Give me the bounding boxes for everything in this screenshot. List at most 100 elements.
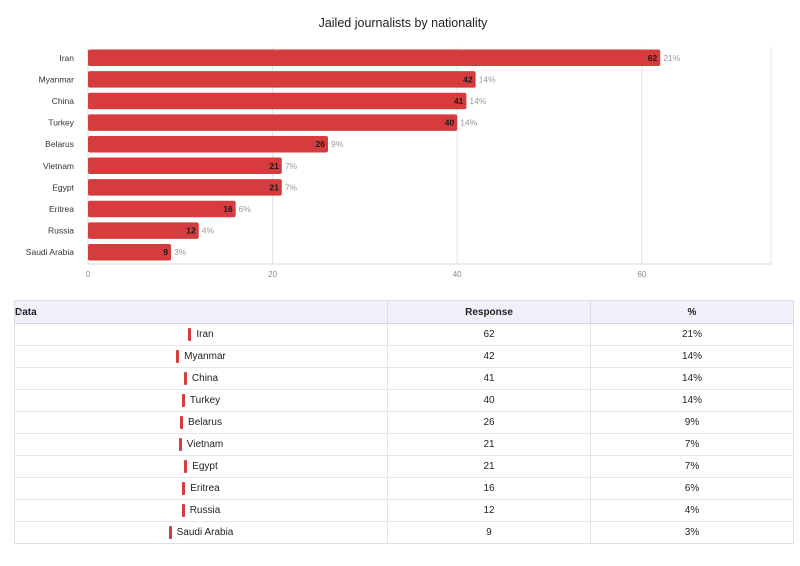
response-cell: 42 [387, 345, 591, 368]
series-color-swatch [180, 416, 184, 429]
response-cell: 40 [387, 389, 591, 412]
x-tick-label: 0 [86, 270, 91, 279]
row-label: Iran [196, 329, 214, 340]
row-label-cell: Egypt [15, 455, 388, 478]
row-label-cell: Myanmar [15, 345, 388, 368]
bar[interactable] [88, 243, 172, 261]
row-label-cell: Belarus [15, 411, 388, 434]
row-label-cell: Russia [15, 499, 388, 522]
bar[interactable] [88, 157, 282, 175]
percent-cell: 7% [590, 455, 793, 478]
response-cell: 9 [387, 521, 591, 543]
chart-labels: 0 20 40 60 Iran 62 21% Myanmar 42 14% China 41 14% Tu… [26, 53, 681, 279]
row-label: Turkey [189, 395, 221, 406]
row-label-cell: China [15, 367, 388, 390]
bar-value-label: 40 [445, 118, 455, 128]
bar-value-label: 26 [316, 139, 326, 149]
table-row[interactable]: Egypt 21 7% [15, 455, 793, 478]
percent-cell: 21% [590, 323, 793, 346]
bar-percent-label: 7% [285, 161, 298, 171]
response-cell: 21 [387, 455, 591, 478]
category-label: Vietnam [43, 161, 74, 171]
column-header-data-label: Data [15, 306, 37, 318]
bar-value-label: 21 [269, 161, 279, 171]
row-label-cell: Eritrea [15, 477, 388, 500]
category-label: China [52, 96, 74, 106]
row-label-cell: Vietnam [15, 433, 388, 456]
table-row[interactable]: Eritrea 16 6% [15, 477, 793, 500]
bar-percent-label: 6% [239, 204, 252, 214]
category-label: Saudi Arabia [26, 247, 74, 257]
percent-cell: 14% [590, 345, 793, 368]
percent-cell: 6% [590, 477, 793, 500]
table-row[interactable]: Saudi Arabia 9 3% [15, 521, 793, 543]
category-label: Iran [59, 53, 74, 63]
series-color-swatch [181, 504, 185, 517]
percent-cell: 14% [590, 367, 793, 390]
bar[interactable] [88, 92, 467, 110]
series-color-swatch [184, 460, 188, 473]
chart-bars [88, 49, 661, 261]
series-color-swatch [181, 394, 185, 407]
table-row[interactable]: China 41 14% [15, 367, 793, 390]
row-label-cell: Saudi Arabia [15, 521, 388, 543]
table-row[interactable]: Russia 12 4% [15, 499, 793, 522]
column-header-response[interactable]: Response [387, 301, 591, 324]
bar-value-label: 41 [454, 96, 464, 106]
bar-value-label: 21 [269, 182, 279, 192]
bar[interactable] [88, 49, 661, 67]
table-row[interactable]: Turkey 40 14% [15, 389, 793, 412]
series-color-swatch [188, 328, 192, 341]
table-row[interactable]: Iran 62 21% [15, 323, 793, 346]
bar-percent-label: 9% [331, 139, 344, 149]
row-label: Russia [189, 505, 221, 516]
column-header-data[interactable]: Data [15, 301, 388, 324]
bar-percent-label: 14% [460, 118, 477, 128]
category-label: Russia [48, 226, 74, 236]
row-label: Myanmar [184, 351, 226, 362]
bar-percent-label: 21% [663, 53, 680, 63]
bar[interactable] [88, 200, 236, 218]
column-header-percent[interactable]: % [590, 301, 793, 324]
table-row[interactable]: Myanmar 42 14% [15, 345, 793, 368]
bar[interactable] [88, 135, 328, 153]
bar[interactable] [88, 179, 282, 196]
table-row[interactable]: Belarus 26 9% [15, 411, 793, 434]
row-label-cell: Turkey [15, 389, 388, 412]
bar-percent-label: 14% [469, 96, 486, 106]
category-label: Belarus [45, 139, 74, 149]
response-cell: 21 [387, 433, 591, 456]
row-label-cell: Iran [15, 323, 388, 346]
bar-value-label: 42 [463, 74, 473, 84]
bar-value-label: 16 [223, 204, 233, 214]
category-label: Egypt [52, 182, 74, 192]
category-label: Turkey [48, 118, 74, 128]
series-color-swatch [178, 438, 182, 451]
series-color-swatch [182, 482, 186, 495]
response-cell: 16 [387, 477, 591, 500]
data-table-container: Data Response % Iran 62 21% Myanmar 42 14% Chi… [14, 300, 794, 544]
table-body: Iran 62 21% Myanmar 42 14% China 41 14% Turkey 40 1… [15, 323, 793, 543]
bar[interactable] [88, 222, 199, 239]
bar-chart: 0 20 40 60 Iran 62 21% Myanmar 42 14% China 41 14% Tu… [26, 47, 772, 279]
response-cell: 26 [387, 411, 591, 434]
percent-cell: 14% [590, 389, 793, 412]
table-row[interactable]: Vietnam 21 7% [15, 433, 793, 456]
sort-indicator-icon [19, 311, 22, 314]
bar[interactable] [88, 71, 476, 88]
series-color-swatch [176, 350, 180, 363]
response-cell: 41 [387, 367, 591, 390]
x-tick-label: 40 [453, 270, 462, 279]
bar-percent-label: 7% [285, 182, 298, 192]
chart-title: Jailed journalists by nationality [318, 16, 488, 30]
series-color-swatch [183, 372, 187, 385]
row-label: Saudi Arabia [176, 527, 234, 538]
x-tick-label: 60 [637, 270, 646, 279]
bar[interactable] [88, 114, 458, 131]
response-cell: 12 [387, 499, 591, 522]
category-label: Eritrea [49, 204, 74, 214]
percent-cell: 3% [684, 527, 700, 538]
bar-percent-label: 4% [202, 226, 215, 236]
row-label: Eritrea [190, 483, 220, 494]
response-cell: 62 [387, 323, 591, 346]
